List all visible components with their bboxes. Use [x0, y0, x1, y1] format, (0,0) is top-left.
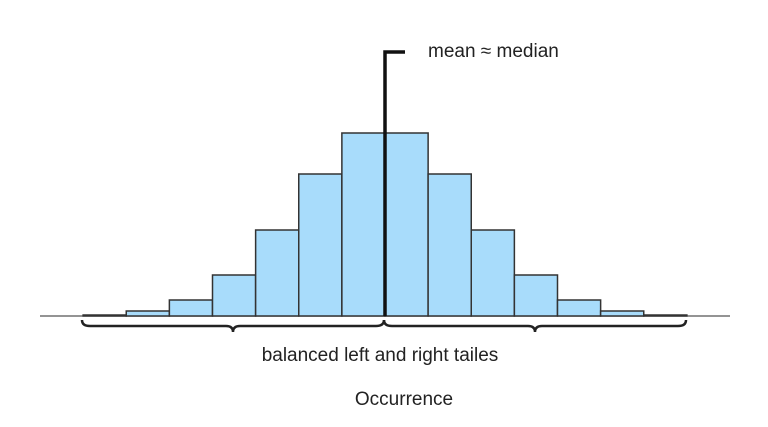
bar [643, 314, 688, 317]
tails-annotation: balanced left and right tailes [262, 345, 499, 366]
x-axis-label: Occurrence [355, 389, 453, 410]
bar [556, 299, 602, 317]
mean-line [383, 50, 405, 316]
mean-annotation: mean ≈ median [428, 41, 559, 62]
bar [298, 173, 343, 317]
bar [82, 314, 127, 317]
bar [125, 310, 171, 317]
bar [470, 229, 516, 317]
bar [599, 310, 645, 317]
bar [254, 229, 300, 317]
bar [513, 274, 559, 317]
bar [341, 132, 386, 317]
bar [211, 274, 257, 317]
bar [427, 173, 472, 317]
bar [384, 132, 429, 317]
right-brace [382, 319, 688, 333]
bar [168, 299, 214, 317]
left-brace [80, 319, 386, 333]
